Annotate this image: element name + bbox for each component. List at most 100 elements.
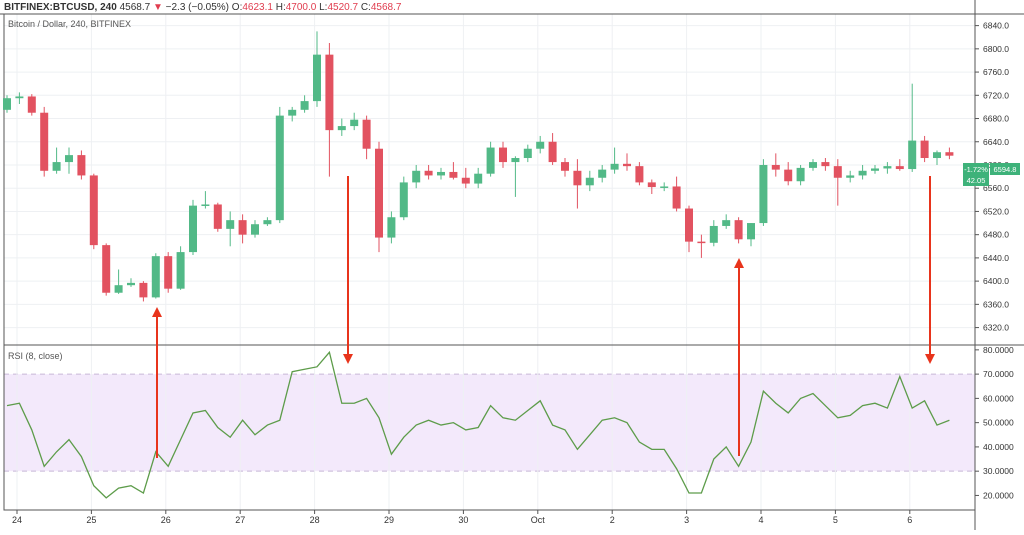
candle: [226, 211, 235, 247]
candle: [809, 159, 817, 171]
candle: [784, 162, 793, 186]
candle-body: [40, 112, 49, 171]
change-value: −2.3 (−0.05%): [165, 2, 230, 13]
candle-body: [858, 170, 867, 176]
candle-body: [821, 162, 830, 167]
high-label: H:: [275, 2, 286, 13]
candle: [623, 153, 631, 171]
candle-body: [833, 166, 842, 178]
candle: [139, 281, 148, 302]
candle-body: [610, 163, 619, 170]
candle-body: [796, 167, 805, 182]
candle: [300, 95, 309, 113]
price-tick-label: 6440.0: [983, 253, 1009, 263]
candle-body: [548, 141, 557, 163]
candle-body: [809, 162, 817, 168]
candle: [920, 135, 929, 163]
candle: [337, 118, 346, 136]
candle: [375, 141, 383, 253]
candle: [685, 205, 693, 253]
x-tick-label: 28: [310, 515, 320, 525]
candle-body: [734, 220, 743, 240]
candle-body: [27, 96, 36, 113]
candle-body: [883, 166, 892, 169]
price-pane-title: Bitcoin / Dollar, 240, BITFINEX: [8, 19, 132, 29]
candle-body: [151, 256, 160, 298]
candle: [114, 269, 123, 294]
candle: [858, 164, 867, 180]
rsi-band: [4, 374, 975, 472]
candle-body: [325, 54, 334, 131]
price-tick-label: 6760.0: [983, 67, 1009, 77]
candle: [164, 252, 173, 293]
candle: [201, 191, 210, 209]
candle: [325, 43, 334, 177]
candle: [933, 150, 941, 165]
candle-body: [871, 168, 879, 171]
rsi-badge-text: 42.05: [967, 176, 986, 185]
candle-body: [908, 140, 917, 170]
candle: [27, 94, 36, 116]
candle-body: [114, 285, 123, 293]
candle: [486, 141, 495, 177]
sell-arrow-1-head: [343, 354, 353, 364]
candle-body: [697, 241, 706, 244]
candle: [635, 162, 644, 186]
candle: [387, 211, 396, 244]
candle: [561, 158, 569, 177]
candle: [759, 159, 768, 226]
rsi-tick-label: 60.0000: [983, 393, 1014, 403]
rsi-tick-label: 70.0000: [983, 369, 1014, 379]
buy-arrow-2-head: [734, 258, 744, 268]
candle-body: [387, 217, 396, 238]
candle: [102, 243, 111, 296]
price-tick-label: 6360.0: [983, 299, 1009, 309]
candle-body: [846, 175, 855, 178]
price-badge-box: [990, 163, 1020, 175]
x-tick-label: 29: [384, 515, 394, 525]
rsi-tick-label: 40.0000: [983, 442, 1014, 452]
candle: [350, 112, 359, 131]
candle: [672, 176, 681, 212]
candle-body: [523, 148, 532, 159]
candle-body: [399, 182, 408, 218]
candle: [523, 144, 532, 163]
candle: [89, 173, 98, 250]
candle: [412, 164, 421, 189]
candle-body: [77, 155, 86, 176]
candle-body: [685, 208, 693, 242]
candle-body: [747, 223, 755, 240]
candle-body: [275, 115, 284, 221]
candle: [709, 220, 718, 247]
candle: [895, 159, 904, 171]
candle-body: [424, 170, 433, 176]
close-value: 4568.7: [370, 2, 402, 13]
candle: [437, 167, 445, 180]
candle: [511, 156, 520, 197]
rsi-tick-label: 80.0000: [983, 345, 1014, 355]
pct-badge-text: -1.72%: [964, 165, 988, 174]
price-badge-text: 6594.8: [994, 165, 1017, 174]
candle-body: [933, 152, 941, 159]
pct-badge-box: [963, 163, 989, 175]
candle-body: [251, 224, 259, 235]
x-tick-label: 30: [458, 515, 468, 525]
candle-body: [102, 245, 111, 293]
last-price: 4568.7: [119, 2, 151, 13]
candle: [734, 217, 743, 244]
candle-body: [759, 164, 768, 224]
candle: [610, 147, 619, 174]
candle-body: [511, 158, 520, 163]
candle-body: [300, 101, 309, 110]
price-tick-label: 6560.0: [983, 183, 1009, 193]
low-label: L:: [319, 2, 328, 13]
candle: [65, 147, 73, 174]
candle-body: [337, 126, 346, 131]
candle-body: [437, 171, 445, 176]
candle: [238, 214, 247, 244]
x-tick-label: 24: [12, 515, 22, 525]
candle: [3, 95, 11, 113]
candle: [399, 176, 408, 221]
candle-body: [89, 175, 98, 246]
